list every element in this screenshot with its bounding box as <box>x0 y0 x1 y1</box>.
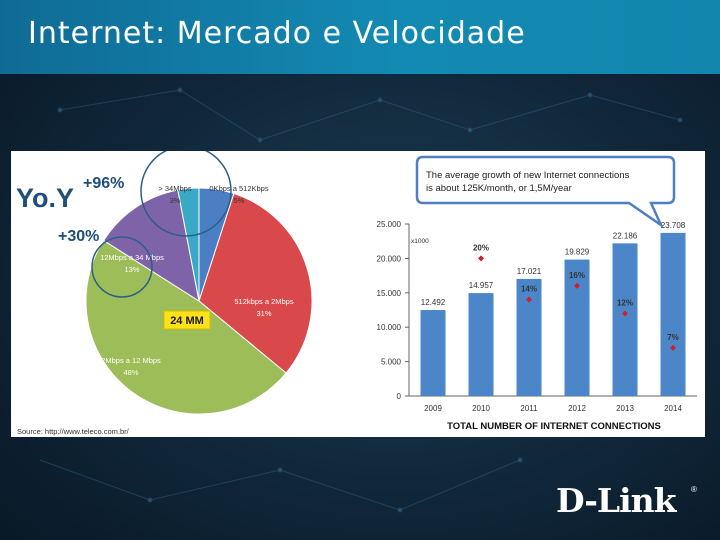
bar <box>516 278 542 396</box>
pie-slice-percent: 31% <box>256 309 271 318</box>
bar <box>660 232 686 396</box>
callout-text-line: is about 125K/month, or 1,5M/year <box>426 183 572 194</box>
bar-value-label: 19.829 <box>565 248 590 257</box>
total-users-box <box>163 310 211 330</box>
bar <box>564 259 590 396</box>
growth-label: 14% <box>521 285 537 294</box>
yoy-low-label: +30% <box>58 228 99 245</box>
highlight-circle <box>91 236 153 298</box>
pie-slice-percent: 3% <box>170 196 181 205</box>
chart-title: TOTAL NUMBER OF INTERNET CONNECTIONS <box>447 421 661 432</box>
dlink-logo: D-Link <box>556 481 677 520</box>
yoy-label: Yo.Y <box>16 183 74 213</box>
x-tick-label: 2014 <box>664 404 682 413</box>
chart-canvas: 0Kbps a 512Kbps 5% 512kbps a 2Mbps 31% 2Mbps… <box>16 151 697 436</box>
growth-marker <box>622 310 628 317</box>
bar-value-label: 22.186 <box>613 231 638 240</box>
x-tick-label: 2010 <box>472 404 490 413</box>
growth-label: 7% <box>667 333 679 342</box>
growth-marker <box>574 282 580 289</box>
y-tick-label: 0 <box>397 392 402 401</box>
pie-slice <box>177 187 200 302</box>
pie-slice <box>198 192 313 374</box>
total-users-label: 24 MM <box>170 315 204 327</box>
bar-value-label: 17.021 <box>517 267 542 276</box>
chart-panel: 0Kbps a 512Kbps 5% 512kbps a 2Mbps 31% 2Mbps… <box>11 151 705 437</box>
slide-title: Internet: Mercado e Velocidade <box>28 16 526 51</box>
growth-marker <box>478 255 484 262</box>
pie-slice-label: 512kbps a 2Mbps <box>234 297 293 306</box>
pie-slice <box>102 189 200 303</box>
title-bar: Internet: Mercado e Velocidade <box>0 0 720 74</box>
yoy-high-label: +96% <box>83 175 124 192</box>
pie-slice-percent: 48% <box>123 368 138 377</box>
pie-slice-label: > 34Mbps <box>158 184 191 193</box>
pie-slice-label: 12Mbps a 34 Mbps <box>100 253 164 262</box>
bar <box>420 310 446 396</box>
growth-label: 12% <box>617 298 633 307</box>
callout-text-line: The average growth of new Internet conne… <box>426 170 630 181</box>
bar <box>468 293 494 396</box>
growth-label: 16% <box>569 271 585 280</box>
pie-slice-percent: 5% <box>234 196 245 205</box>
bar-value-label: 23.708 <box>661 221 686 230</box>
pie-slice-percent: 13% <box>124 265 139 274</box>
pie-slice-label: 0Kbps a 512Kbps <box>209 184 268 193</box>
y-tick-label: 10.000 <box>377 323 402 332</box>
unit-note: x1000 <box>411 238 429 245</box>
growth-marker <box>526 296 532 303</box>
x-tick-label: 2009 <box>424 404 442 413</box>
registered-mark: ® <box>691 485 697 494</box>
x-tick-label: 2012 <box>568 404 586 413</box>
bar-value-label: 14.957 <box>469 281 494 290</box>
y-tick-label: 25.000 <box>377 220 402 229</box>
y-tick-label: 15.000 <box>377 289 402 298</box>
y-tick-label: 20.000 <box>377 254 402 263</box>
y-tick-label: 5.000 <box>381 358 402 367</box>
callout-bubble <box>415 155 676 229</box>
pie-slice-label: 2Mbps a 12 Mbps <box>101 356 161 365</box>
growth-label: 20% <box>473 243 489 252</box>
x-tick-label: 2011 <box>520 404 538 413</box>
bar-value-label: 12.492 <box>421 298 446 307</box>
bar <box>612 243 638 396</box>
highlight-circle <box>140 151 232 237</box>
source-note: Source: http://www.teleco.com.br/ <box>17 427 130 436</box>
growth-marker <box>670 344 676 351</box>
x-tick-label: 2013 <box>616 404 634 413</box>
